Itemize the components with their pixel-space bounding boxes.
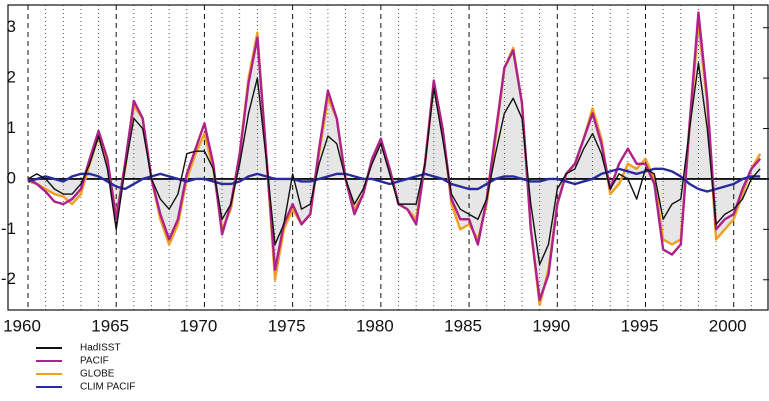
shaded-area <box>28 22 761 305</box>
x-tick-label: 1970 <box>180 316 218 335</box>
y-tick-label: 0 <box>7 168 16 187</box>
y-tick-label: 3 <box>7 17 16 36</box>
x-tick-label: 1965 <box>91 316 129 335</box>
x-tick-label: 1975 <box>268 316 306 335</box>
y-tick-label: 1 <box>7 118 16 137</box>
series-line <box>27 167 761 193</box>
legend-item: HadISST <box>36 343 121 354</box>
legend-item: CLIM PACIF <box>36 382 135 393</box>
legend-label: GLOBE <box>80 369 115 380</box>
x-tick-label: 2000 <box>709 316 747 335</box>
plot-frame <box>7 4 769 311</box>
legend-label: HadISST <box>80 343 121 354</box>
legend-label: CLIM PACIF <box>80 382 135 393</box>
legend-label: PACIF <box>80 356 109 367</box>
x-tick-label: 1985 <box>444 316 482 335</box>
legend-item: PACIF <box>36 356 109 367</box>
y-tick-label: 2 <box>7 68 16 87</box>
x-tick-label: 1995 <box>621 316 659 335</box>
x-tick-label: 1960 <box>3 316 41 335</box>
x-tick-label: 1980 <box>356 316 394 335</box>
x-tick-label: 1990 <box>532 316 570 335</box>
series-line <box>27 62 761 266</box>
legend-item: GLOBE <box>36 369 115 380</box>
